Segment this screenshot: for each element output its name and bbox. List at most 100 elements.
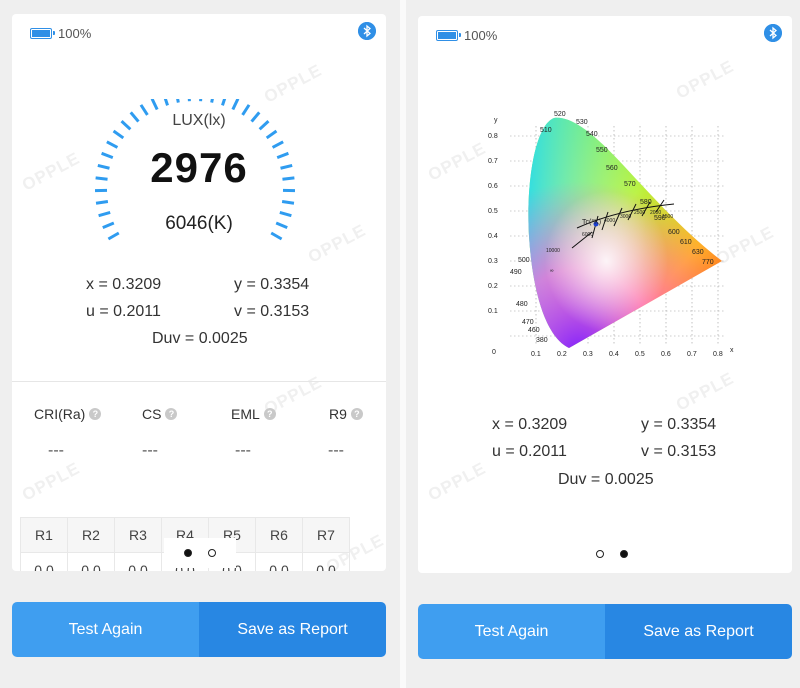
wavelength-label: 540 — [586, 131, 598, 138]
page-dot[interactable] — [596, 550, 604, 558]
help-icon[interactable]: ? — [263, 408, 276, 420]
battery-icon — [30, 27, 55, 39]
cct-label: 3000 — [620, 214, 631, 220]
v-readout: v = 0.3153 — [234, 303, 310, 320]
wavelength-label: 550 — [596, 147, 608, 154]
table-cell: 0.0 — [20, 552, 68, 571]
wavelength-label: 480 — [516, 301, 528, 308]
gauge-tick — [97, 163, 110, 170]
wavelength-label: 600 — [668, 229, 680, 236]
table-header: R3 — [114, 517, 162, 553]
gauge-tick — [95, 176, 108, 181]
cie-chromaticity-diagram: 0.8 0.7 0.6 0.5 0.4 0.3 0.2 0.1 0 0.1 0.2 0.3 0.4 0.5… — [488, 111, 734, 358]
cri-value: --- — [48, 442, 64, 459]
x-readout: x = 0.3209 — [492, 416, 568, 433]
metric-r9[interactable]: R9 ? — [329, 406, 363, 422]
x-tick-label: 0.6 — [661, 351, 671, 358]
metric-label: EML — [231, 406, 260, 422]
x-readout: x = 0.3209 — [86, 276, 162, 293]
y-tick-label: 0.3 — [488, 258, 498, 265]
gauge-tick — [280, 163, 293, 170]
lux-gauge — [94, 99, 296, 241]
wavelength-label: 470 — [522, 319, 534, 326]
gauge-tick — [271, 140, 284, 149]
y-readout: y = 0.3354 — [641, 416, 717, 433]
gauge-tick — [176, 99, 180, 103]
u-readout: u = 0.2011 — [492, 443, 567, 460]
save-report-button[interactable]: Save as Report — [605, 604, 792, 659]
save-report-button[interactable]: Save as Report — [199, 602, 386, 657]
x-tick-label: 0.5 — [635, 351, 645, 358]
wavelength-label: 510 — [540, 127, 552, 134]
table-header: R7 — [302, 517, 350, 553]
gauge-tick — [150, 99, 159, 111]
table-cell: 0.0 — [114, 552, 162, 571]
watermark: OPPLE — [424, 458, 490, 505]
x-axis-label: x — [730, 347, 734, 354]
chromaticity-card: 100% OPPLE OPPLE OPPLE OPPLE OPPLE — [418, 16, 792, 573]
cct-label: 4000 — [604, 218, 615, 224]
y-tick-label: 0.8 — [488, 133, 498, 140]
bluetooth-icon[interactable] — [358, 22, 376, 40]
cct-label: 2000 — [650, 210, 661, 216]
gauge-tick — [139, 104, 149, 116]
y-tick-label: 0.7 — [488, 158, 498, 165]
y-tick-label: 0.4 — [488, 233, 498, 240]
wavelength-label: 770 — [702, 259, 714, 266]
wavelength-label: 590 — [654, 215, 666, 222]
measurement-screen: 100% OPPLE OPPLE OPPLE OPPLE OPPLE OPPLE… — [12, 14, 386, 657]
x-tick-label: 0.8 — [713, 351, 723, 358]
gauge-tick — [95, 200, 109, 205]
cct-label: 6000 — [582, 232, 593, 238]
wavelength-label: 520 — [554, 111, 566, 118]
gauge-tick — [102, 221, 115, 230]
watermark: OPPLE — [18, 458, 84, 505]
help-icon[interactable]: ? — [165, 408, 178, 420]
spectral-locus-fill — [528, 117, 722, 348]
cs-value: --- — [142, 442, 158, 459]
metric-label: CRI(Ra) — [34, 406, 86, 422]
table-cell: 0.0 — [67, 552, 115, 571]
y-tick-label: 0.2 — [488, 283, 498, 290]
gauge-tick — [221, 99, 227, 106]
wavelength-label: 610 — [680, 239, 692, 246]
divider — [12, 381, 386, 382]
duv-readout: Duv = 0.0025 — [152, 330, 248, 347]
page-dot[interactable] — [208, 549, 216, 557]
bluetooth-icon[interactable] — [764, 24, 782, 42]
screen-divider — [400, 0, 406, 688]
isotherm-lines — [571, 199, 665, 249]
watermark: OPPLE — [672, 368, 738, 415]
gauge-tick — [163, 99, 169, 106]
help-icon[interactable]: ? — [350, 408, 363, 420]
table-header: R6 — [255, 517, 303, 553]
test-again-button[interactable]: Test Again — [418, 604, 605, 659]
page-indicator[interactable] — [596, 550, 628, 558]
gauge-tick — [241, 104, 251, 116]
gauge-tick — [275, 221, 288, 230]
y-tick-label: 0.1 — [488, 308, 498, 315]
gauge-tick — [129, 111, 140, 123]
table-cell: 0.0 — [255, 552, 303, 571]
wavelength-label: 580 — [640, 199, 652, 206]
page-dot-active[interactable] — [620, 550, 628, 558]
cct-label: ∞ — [550, 268, 554, 274]
wavelength-label: 460 — [528, 327, 540, 334]
battery-icon — [436, 29, 461, 41]
page-indicator[interactable] — [164, 538, 236, 568]
action-bar: Test Again Save as Report — [12, 602, 386, 657]
lux-value: 2976 — [150, 144, 248, 191]
test-again-button[interactable]: Test Again — [12, 602, 199, 657]
page-dot-active[interactable] — [184, 549, 192, 557]
metric-cri[interactable]: CRI(Ra) ? — [34, 406, 102, 422]
gauge-tick — [281, 200, 295, 205]
metric-cs[interactable]: CS ? — [142, 406, 178, 422]
battery-level: 100% — [58, 25, 92, 41]
measured-point-marker — [593, 221, 599, 227]
help-icon[interactable]: ? — [89, 408, 102, 420]
gauge-tick — [279, 211, 292, 218]
wavelength-label: 570 — [624, 181, 636, 188]
gauge-tick — [231, 99, 240, 111]
metric-eml[interactable]: EML ? — [231, 406, 276, 422]
wavelength-label: 530 — [576, 119, 588, 126]
